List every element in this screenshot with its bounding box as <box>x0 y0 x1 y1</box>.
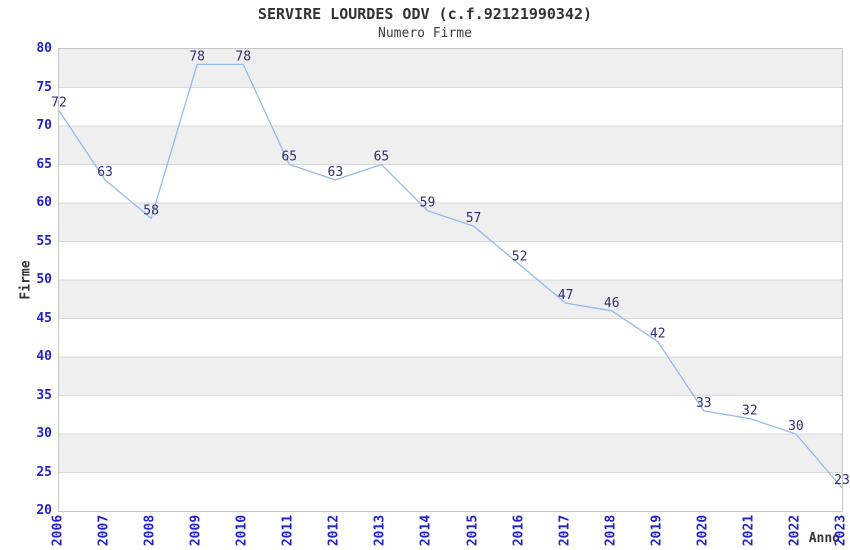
x-tick-label: 2022 <box>787 514 803 547</box>
y-tick-label: 40 <box>36 349 52 364</box>
data-label: 63 <box>328 165 344 180</box>
data-label: 72 <box>51 96 67 111</box>
data-label: 63 <box>97 165 113 180</box>
data-label: 52 <box>512 250 528 265</box>
chart-subtitle: Numero Firme <box>378 26 472 41</box>
data-label: 78 <box>189 49 205 64</box>
data-label: 47 <box>558 288 574 303</box>
x-tick-label: 2018 <box>603 514 619 547</box>
x-tick-label: 2021 <box>741 514 757 547</box>
y-tick-label: 50 <box>36 272 52 287</box>
data-label: 32 <box>742 404 758 419</box>
data-line <box>58 63 843 489</box>
x-axis-title: Anno <box>808 531 840 546</box>
data-label: 65 <box>281 150 297 165</box>
data-label: 30 <box>788 419 804 434</box>
data-label: 23 <box>834 473 850 488</box>
chart-title: SERVIRE LOURDES ODV (c.f.92121990342) <box>257 5 593 23</box>
x-tick-label: 2016 <box>511 514 527 547</box>
x-tick-label: 2011 <box>280 514 296 547</box>
data-label: 65 <box>374 150 390 165</box>
data-label: 59 <box>420 196 436 211</box>
x-tick-label: 2010 <box>234 514 250 547</box>
y-tick-label: 55 <box>36 233 52 249</box>
y-tick-label: 35 <box>36 387 52 403</box>
y-tick-label: 80 <box>36 41 52 56</box>
data-label: 57 <box>466 211 482 226</box>
data-label: 58 <box>143 203 159 218</box>
x-tick-label: 2015 <box>465 514 481 547</box>
y-tick-label: 30 <box>36 426 52 441</box>
x-tick-label: 2017 <box>557 514 573 547</box>
data-label: 33 <box>696 396 712 411</box>
x-tick-label: 2008 <box>142 514 158 547</box>
x-tick-label: 2009 <box>188 514 204 547</box>
x-tick-label: 2007 <box>96 514 112 547</box>
x-tick-label: 2012 <box>326 514 342 547</box>
x-tick-label: 2023 <box>833 514 849 547</box>
y-tick-label: 70 <box>36 118 52 133</box>
data-label: 42 <box>650 327 666 342</box>
y-tick-label: 65 <box>36 156 52 172</box>
x-tick-label: 2020 <box>695 514 711 547</box>
x-tick-label: 2014 <box>418 514 434 547</box>
x-tick-label: 2013 <box>372 514 388 547</box>
data-label: 46 <box>604 296 620 311</box>
y-tick-label: 60 <box>36 195 52 210</box>
y-tick-label: 45 <box>36 310 52 326</box>
x-tick-label: 2006 <box>50 514 66 547</box>
data-label: 78 <box>235 49 251 64</box>
plot-area: 72 63 58 78 78 65 63 65 59 57 52 47 46 42 33 32 30 23 <box>51 48 850 512</box>
line-chart-canvas: 72 63 58 78 78 65 63 65 59 57 52 47 46 42 33 32 30 23 <box>51 49 850 489</box>
y-tick-label: 25 <box>36 464 52 480</box>
x-tick-label: 2019 <box>649 514 665 547</box>
y-tick-label: 75 <box>36 79 52 95</box>
y-tick-label: 20 <box>36 503 52 518</box>
